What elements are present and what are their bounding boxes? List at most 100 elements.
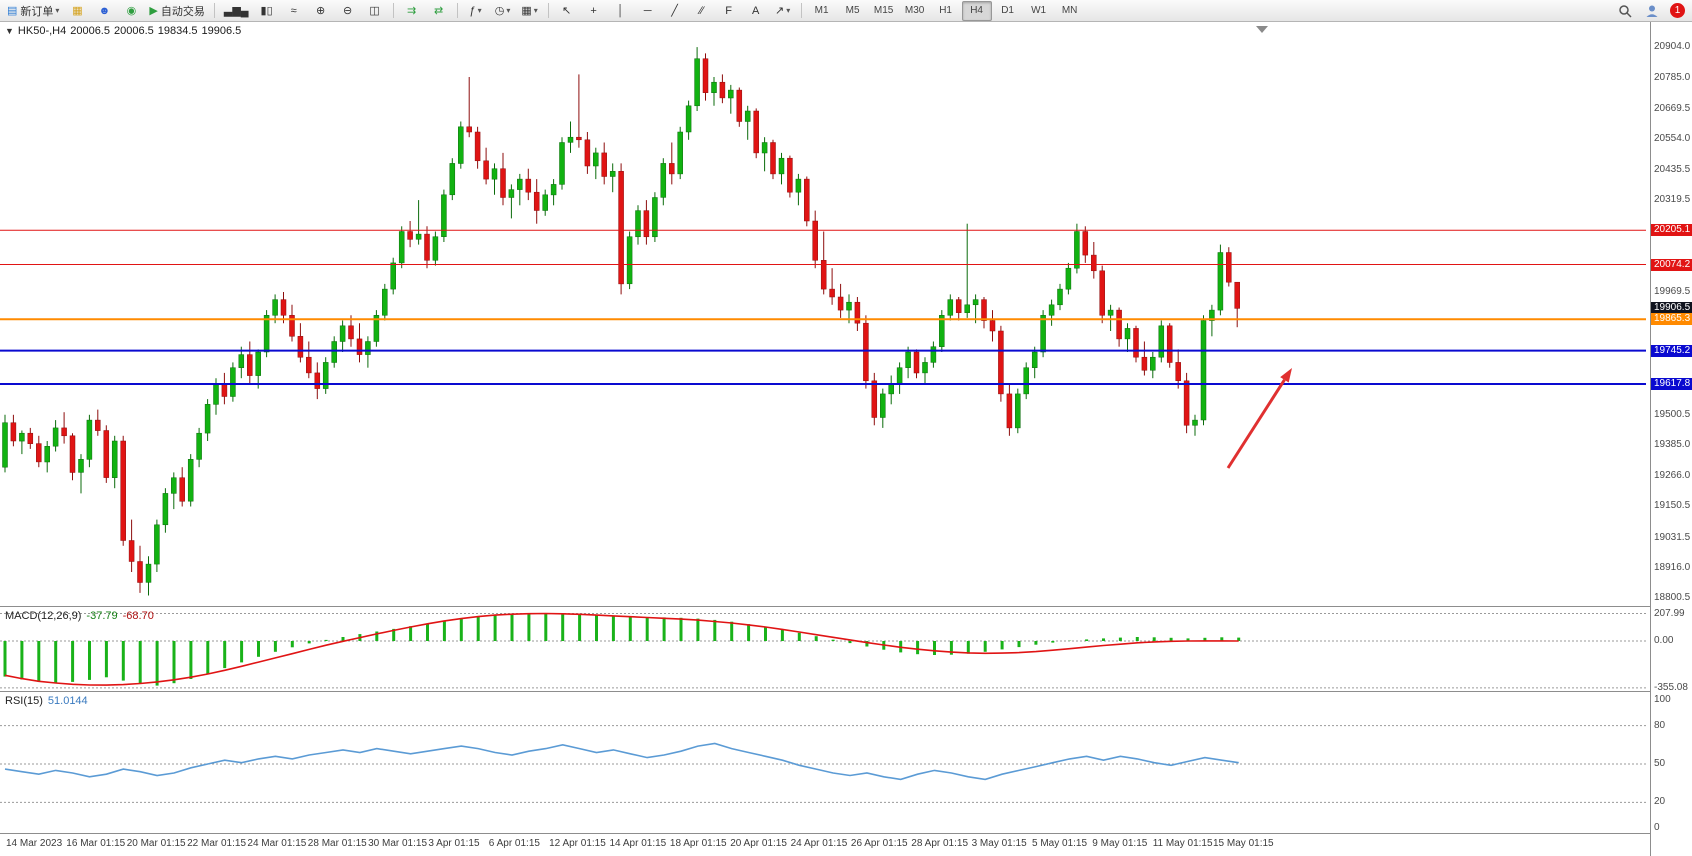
pane-separator[interactable] bbox=[0, 606, 1692, 607]
timeframe-d1-button[interactable]: D1 bbox=[1001, 5, 1014, 16]
time-axis-label: 20 Mar 01:15 bbox=[126, 838, 186, 849]
timeframe-m5-button[interactable]: M5 bbox=[845, 5, 860, 16]
time-axis-label: 14 Apr 01:15 bbox=[609, 838, 667, 849]
main-chart[interactable] bbox=[0, 22, 1650, 606]
text-icon: A bbox=[751, 4, 760, 17]
time-axis-label: 5 May 01:15 bbox=[1032, 838, 1088, 849]
zoom-in-button[interactable]: ⊕ bbox=[308, 1, 334, 21]
vertical-line-button[interactable]: │ bbox=[608, 1, 634, 21]
tile-windows-button[interactable]: ◫ bbox=[362, 1, 388, 21]
zoom-in-icon: ⊕ bbox=[316, 4, 326, 17]
auto-scroll-icon: ⇉ bbox=[407, 4, 417, 17]
zoom-out-button[interactable]: ⊖ bbox=[335, 1, 361, 21]
macd-histogram bbox=[3, 613, 1241, 686]
fibonacci-icon: F bbox=[725, 4, 732, 17]
cursor-button[interactable]: ↖ bbox=[554, 1, 580, 21]
price-axis-label: 20904.0 bbox=[1654, 41, 1691, 53]
data-window-icon: ◉ bbox=[126, 4, 137, 17]
candlestick-chart-button[interactable]: ▮▯ bbox=[254, 1, 280, 21]
toolbar-separator bbox=[800, 3, 802, 18]
autotrading-button-label: 自动交易 bbox=[160, 5, 205, 18]
rsi-title: RSI(15) bbox=[5, 695, 43, 707]
time-axis-label: 26 Apr 01:15 bbox=[850, 838, 908, 849]
time-axis-label: 3 Apr 01:15 bbox=[428, 838, 480, 849]
ohlc-close: 19906.5 bbox=[201, 25, 242, 37]
search-button[interactable] bbox=[1612, 1, 1638, 21]
timeframe-h1-button[interactable]: H1 bbox=[939, 5, 952, 16]
timeframe-mn-button[interactable]: MN bbox=[1061, 5, 1078, 16]
market-watch-button[interactable]: ▦ bbox=[64, 1, 90, 21]
templates-button[interactable]: ▦ ▾ bbox=[517, 1, 543, 21]
time-axis-label: 15 May 01:15 bbox=[1213, 838, 1274, 849]
text-button[interactable]: A bbox=[743, 1, 769, 21]
pane-separator[interactable] bbox=[0, 833, 1692, 834]
toolbar-separator bbox=[456, 3, 458, 18]
pane-separator[interactable] bbox=[0, 691, 1692, 692]
chart-shift-button[interactable]: ⇄ bbox=[426, 1, 452, 21]
time-axis[interactable]: 14 Mar 2023 16 Mar 01:15 20 Mar 01:15 22 Ma… bbox=[0, 834, 1650, 856]
new-order-button[interactable]: ▤ 新订单 ▾ bbox=[3, 1, 63, 21]
price-axis-label: 18800.5 bbox=[1654, 592, 1691, 603]
crosshair-icon: + bbox=[590, 4, 597, 17]
bar-chart-button[interactable]: ▃▆▄ bbox=[220, 1, 253, 21]
timeframe-h4-button[interactable]: H4 bbox=[961, 0, 992, 21]
time-axis-label: 22 Mar 01:15 bbox=[187, 838, 247, 849]
periods-icon: ◷ bbox=[494, 4, 505, 17]
indicators-button[interactable]: ƒ ▾ bbox=[463, 1, 489, 21]
notification-badge[interactable]: 1 bbox=[1670, 3, 1685, 18]
trend-arrow-head bbox=[1280, 368, 1292, 383]
rsi-pane[interactable] bbox=[0, 692, 1650, 833]
timeframe-m15-button[interactable]: M15 bbox=[873, 5, 894, 16]
data-window-button[interactable]: ◉ bbox=[118, 1, 144, 21]
autotrading-button[interactable]: ▶ 自动交易 bbox=[145, 1, 208, 21]
price-axis-label: 20319.5 bbox=[1654, 194, 1691, 206]
time-axis-label: 12 Apr 01:15 bbox=[549, 838, 606, 849]
timeframe-m1-button[interactable]: M1 bbox=[814, 5, 829, 16]
rsi-axis-label: 20 bbox=[1654, 796, 1666, 808]
crosshair-button[interactable]: + bbox=[581, 1, 607, 21]
navigator-button[interactable]: ☻ bbox=[91, 1, 117, 21]
community-button[interactable] bbox=[1639, 1, 1665, 21]
level-badge: 20074.2 bbox=[1651, 258, 1692, 271]
community-icon bbox=[1646, 5, 1658, 17]
macd-pane[interactable] bbox=[0, 607, 1650, 691]
rsi-axis-label: 50 bbox=[1654, 758, 1666, 769]
time-axis-label: 20 Apr 01:15 bbox=[730, 838, 787, 849]
market-watch-icon: ▦ bbox=[72, 4, 83, 17]
arrows-button[interactable]: ↗ ▾ bbox=[770, 1, 796, 21]
macd-axis-label: -355.08 bbox=[1654, 681, 1688, 693]
price-axis[interactable]: 20904.0 20785.0 20669.5 20554.0 20435.5 20319… bbox=[1650, 22, 1692, 856]
horizontal-line-button[interactable]: ─ bbox=[635, 1, 661, 21]
timeframe-w1-button[interactable]: W1 bbox=[1031, 5, 1047, 16]
line-chart-button[interactable]: ≈ bbox=[281, 1, 307, 21]
chart-shift-marker[interactable] bbox=[1256, 26, 1268, 33]
level-badge: 19865.3 bbox=[1651, 313, 1692, 326]
tile-windows-icon: ◫ bbox=[369, 4, 380, 17]
templates-icon: ▦ bbox=[521, 4, 532, 17]
indicators-icon: ƒ bbox=[469, 4, 476, 17]
rsi-line bbox=[4, 742, 1239, 781]
vertical-line-icon: │ bbox=[617, 4, 625, 17]
time-axis-label: 30 Mar 01:15 bbox=[368, 838, 428, 849]
ohlc-low: 19834.5 bbox=[157, 25, 198, 37]
one-click-trading-toggle[interactable]: ▼ bbox=[5, 26, 14, 36]
trend-arrow-annotation[interactable] bbox=[1226, 378, 1286, 469]
dropdown-caret-icon: ▾ bbox=[55, 6, 60, 15]
auto-scroll-button[interactable]: ⇉ bbox=[399, 1, 425, 21]
toolbar-separator bbox=[547, 3, 549, 18]
toolbar: ▤ 新订单 ▾ ▦ ☻ ◉ ▶ 自动交易 ▃▆▄ ▮▯ ≈ ⊕ ⊖ ◫ ⇉ ⇄ ƒ ▾ ◷ ▾ ▦ ▾ ↖ + │ ─ ╱ ∕∕ F A ↗… bbox=[0, 0, 1692, 22]
price-axis-label: 19969.5 bbox=[1654, 285, 1691, 297]
channel-button[interactable]: ∕∕ bbox=[689, 1, 715, 21]
time-axis-label: 28 Mar 01:15 bbox=[307, 838, 367, 849]
periods-button[interactable]: ◷ ▾ bbox=[490, 1, 516, 21]
trendline-button[interactable]: ╱ bbox=[662, 1, 688, 21]
arrows-icon: ↗ bbox=[774, 4, 785, 17]
chart-window: ▼ HK50-,H4 20006.5 20006.5 19834.5 19906.5 MA… bbox=[0, 22, 1692, 856]
trendline-icon: ╱ bbox=[671, 4, 678, 17]
timeframe-m30-button[interactable]: M30 bbox=[904, 5, 925, 16]
fibonacci-button[interactable]: F bbox=[716, 1, 742, 21]
time-axis-label: 3 May 01:15 bbox=[971, 838, 1027, 849]
price-axis-label: 20669.5 bbox=[1654, 102, 1691, 114]
macd-signal-line bbox=[4, 612, 1239, 686]
time-axis-label: 14 Mar 2023 bbox=[6, 838, 63, 849]
